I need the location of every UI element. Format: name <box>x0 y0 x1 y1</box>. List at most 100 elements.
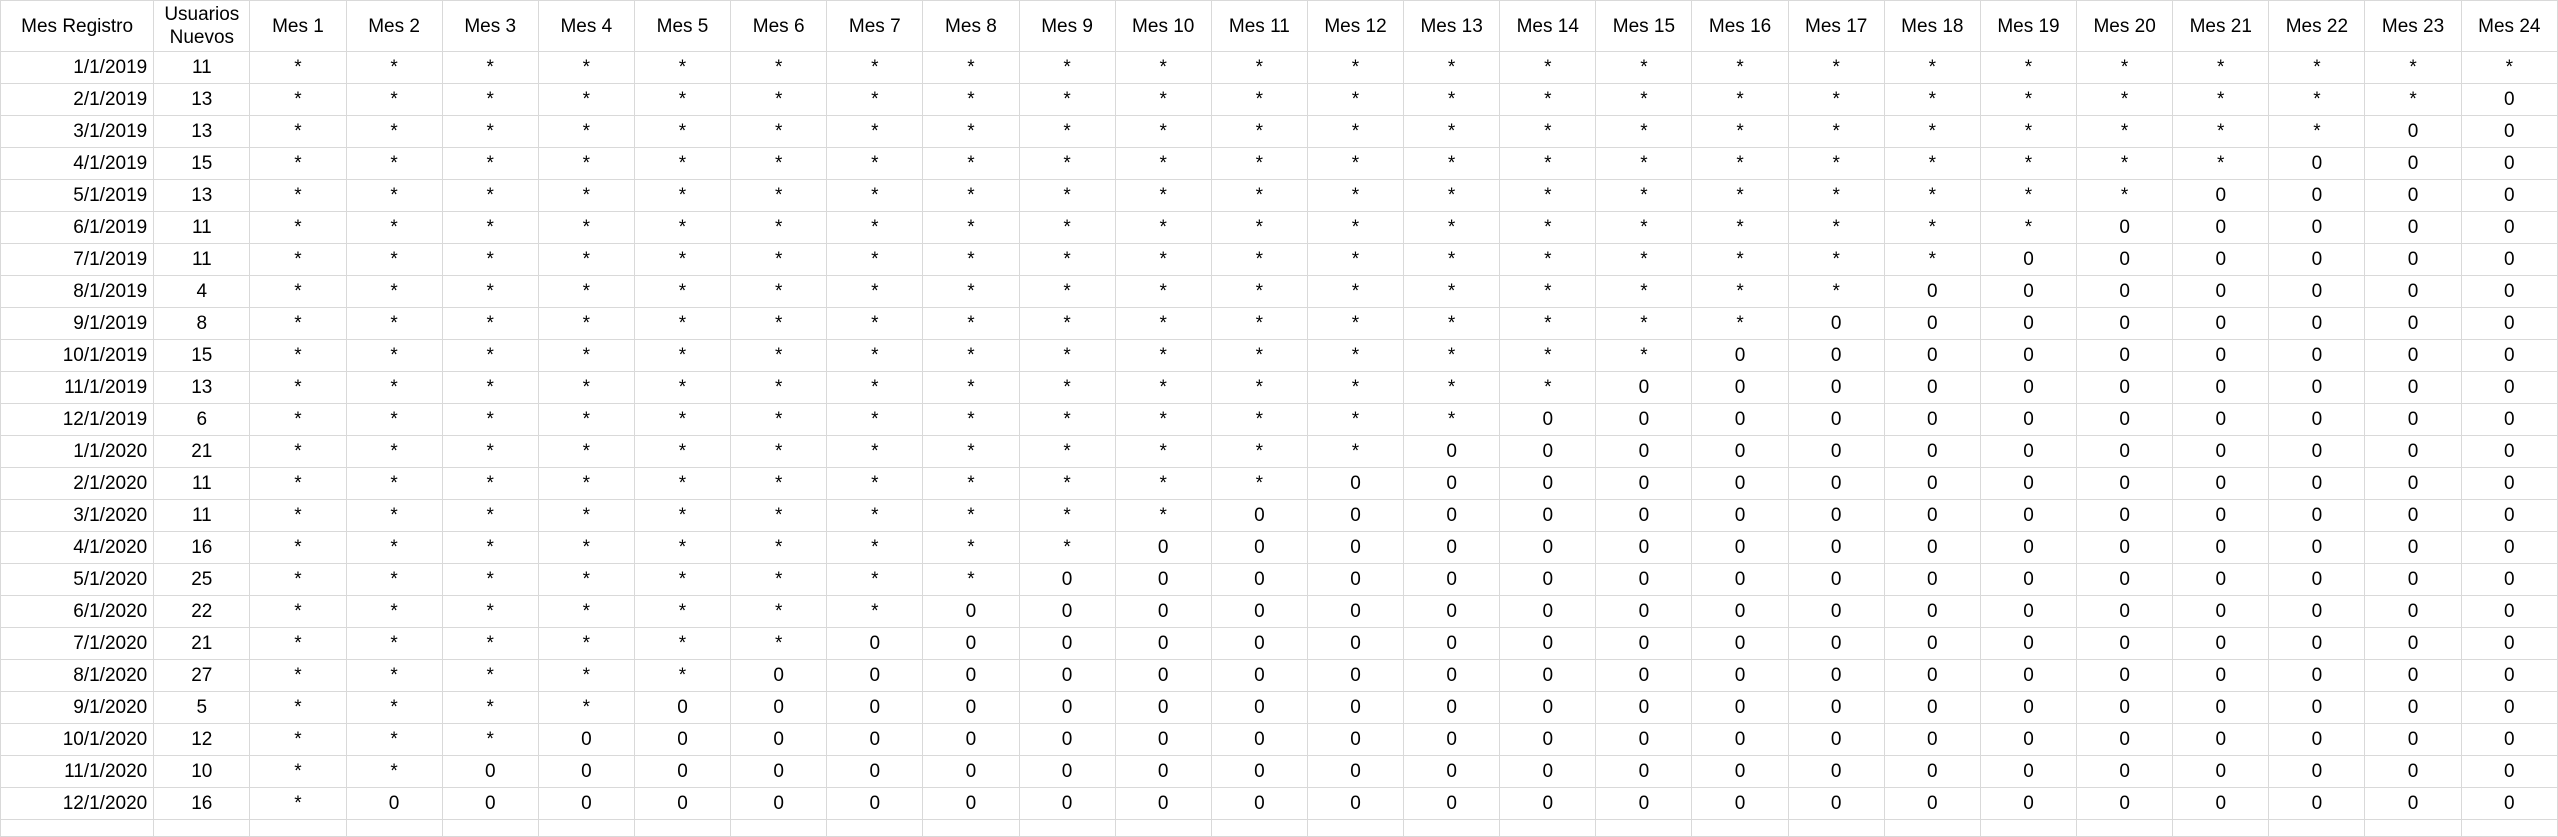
cell-mes-6[interactable]: * <box>730 51 828 84</box>
cell-mes-17[interactable]: 0 <box>1787 595 1885 628</box>
cell-mes-5[interactable]: * <box>633 339 732 372</box>
cell-mes-6[interactable]: * <box>730 499 828 532</box>
cell-mes-24[interactable]: 0 <box>2460 179 2558 212</box>
cell-mes-12[interactable]: * <box>1306 435 1405 468</box>
cell-mes-10[interactable]: 0 <box>1114 627 1212 660</box>
cell-mes-registro[interactable]: 8/1/2019 <box>0 275 155 308</box>
cell-mes-13[interactable]: 0 <box>1403 627 1501 660</box>
cell-mes-19[interactable]: 0 <box>1979 595 2078 628</box>
cell-mes-21[interactable]: 0 <box>2172 627 2270 660</box>
cell-usuarios-nuevos[interactable]: 11 <box>153 51 251 84</box>
cell-mes-5[interactable]: * <box>633 307 732 340</box>
header-mes-7[interactable]: Mes 7 <box>826 0 924 52</box>
cell-mes-15[interactable]: * <box>1595 115 1693 148</box>
cell-mes-20[interactable]: 0 <box>2076 627 2174 660</box>
cell-mes-9[interactable]: * <box>1018 115 1116 148</box>
cell-mes-7[interactable]: 0 <box>826 787 924 820</box>
cell-mes-1[interactable]: * <box>249 787 347 820</box>
cell-usuarios-nuevos[interactable]: 27 <box>153 659 251 692</box>
cell-mes-15[interactable]: 0 <box>1595 435 1693 468</box>
cell-mes-registro[interactable]: 3/1/2020 <box>0 499 155 532</box>
cell-mes-2[interactable]: * <box>345 243 443 276</box>
header-mes-24[interactable]: Mes 24 <box>2460 0 2558 52</box>
cell-mes-18[interactable]: 0 <box>1883 403 1981 436</box>
empty-cell[interactable] <box>1499 819 1597 837</box>
empty-cell[interactable] <box>1210 819 1308 837</box>
cell-mes-17[interactable]: * <box>1787 115 1885 148</box>
cell-mes-registro[interactable]: 1/1/2020 <box>0 435 155 468</box>
cell-mes-20[interactable]: 0 <box>2076 339 2174 372</box>
cell-mes-13[interactable]: * <box>1403 83 1501 116</box>
cell-mes-6[interactable]: 0 <box>730 755 828 788</box>
cell-mes-12[interactable]: 0 <box>1306 595 1405 628</box>
cell-mes-3[interactable]: * <box>441 659 539 692</box>
cell-mes-21[interactable]: 0 <box>2172 531 2270 564</box>
cell-mes-12[interactable]: 0 <box>1306 755 1405 788</box>
cell-mes-24[interactable]: 0 <box>2460 467 2558 500</box>
cell-mes-20[interactable]: 0 <box>2076 243 2174 276</box>
cell-mes-4[interactable]: 0 <box>537 755 635 788</box>
cell-mes-20[interactable]: 0 <box>2076 275 2174 308</box>
cell-mes-12[interactable]: 0 <box>1306 499 1405 532</box>
header-mes-11[interactable]: Mes 11 <box>1210 0 1308 52</box>
cell-mes-16[interactable]: 0 <box>1691 723 1789 756</box>
cell-mes-19[interactable]: * <box>1979 147 2078 180</box>
cell-mes-13[interactable]: 0 <box>1403 467 1501 500</box>
cell-mes-17[interactable]: 0 <box>1787 563 1885 596</box>
cell-mes-23[interactable]: 0 <box>2364 787 2462 820</box>
header-mes-1[interactable]: Mes 1 <box>249 0 347 52</box>
cell-mes-11[interactable]: * <box>1210 83 1308 116</box>
cell-mes-11[interactable]: * <box>1210 275 1308 308</box>
cell-mes-24[interactable]: 0 <box>2460 627 2558 660</box>
cell-mes-5[interactable]: * <box>633 435 732 468</box>
cell-mes-7[interactable]: 0 <box>826 723 924 756</box>
cell-mes-4[interactable]: * <box>537 691 635 724</box>
cell-mes-8[interactable]: * <box>922 371 1020 404</box>
cell-mes-20[interactable]: 0 <box>2076 467 2174 500</box>
cell-mes-2[interactable]: * <box>345 403 443 436</box>
cell-mes-2[interactable]: * <box>345 467 443 500</box>
cell-mes-6[interactable]: 0 <box>730 691 828 724</box>
cell-mes-15[interactable]: 0 <box>1595 691 1693 724</box>
cell-mes-7[interactable]: * <box>826 435 924 468</box>
cell-mes-20[interactable]: 0 <box>2076 563 2174 596</box>
cell-mes-5[interactable]: * <box>633 211 732 244</box>
cell-mes-3[interactable]: * <box>441 403 539 436</box>
cell-mes-10[interactable]: * <box>1114 179 1212 212</box>
cell-mes-17[interactable]: 0 <box>1787 787 1885 820</box>
cell-mes-9[interactable]: * <box>1018 275 1116 308</box>
empty-cell[interactable] <box>537 819 635 837</box>
cell-mes-20[interactable]: * <box>2076 147 2174 180</box>
cell-mes-19[interactable]: 0 <box>1979 755 2078 788</box>
cell-mes-17[interactable]: * <box>1787 243 1885 276</box>
cell-mes-registro[interactable]: 5/1/2020 <box>0 563 155 596</box>
cell-mes-23[interactable]: 0 <box>2364 627 2462 660</box>
cell-mes-1[interactable]: * <box>249 179 347 212</box>
cell-mes-6[interactable]: * <box>730 211 828 244</box>
empty-cell[interactable] <box>1883 819 1981 837</box>
cell-mes-6[interactable]: * <box>730 147 828 180</box>
cell-mes-2[interactable]: * <box>345 627 443 660</box>
cell-mes-1[interactable]: * <box>249 115 347 148</box>
cell-mes-22[interactable]: * <box>2268 51 2366 84</box>
cell-mes-16[interactable]: 0 <box>1691 371 1789 404</box>
cell-mes-10[interactable]: * <box>1114 499 1212 532</box>
header-mes-20[interactable]: Mes 20 <box>2076 0 2174 52</box>
cell-mes-11[interactable]: * <box>1210 211 1308 244</box>
cell-mes-1[interactable]: * <box>249 435 347 468</box>
cell-mes-14[interactable]: 0 <box>1499 531 1597 564</box>
cell-mes-21[interactable]: * <box>2172 115 2270 148</box>
cell-mes-13[interactable]: * <box>1403 147 1501 180</box>
cell-mes-registro[interactable]: 7/1/2019 <box>0 243 155 276</box>
cell-mes-3[interactable]: * <box>441 723 539 756</box>
cell-mes-16[interactable]: 0 <box>1691 787 1789 820</box>
cell-mes-10[interactable]: * <box>1114 115 1212 148</box>
cell-mes-3[interactable]: 0 <box>441 787 539 820</box>
cell-mes-13[interactable]: 0 <box>1403 691 1501 724</box>
cell-mes-3[interactable]: * <box>441 339 539 372</box>
empty-cell[interactable] <box>441 819 539 837</box>
empty-cell[interactable] <box>1787 819 1885 837</box>
cell-mes-23[interactable]: 0 <box>2364 755 2462 788</box>
cell-mes-21[interactable]: 0 <box>2172 595 2270 628</box>
header-usuarios-nuevos[interactable]: Usuarios Nuevos <box>153 0 251 52</box>
